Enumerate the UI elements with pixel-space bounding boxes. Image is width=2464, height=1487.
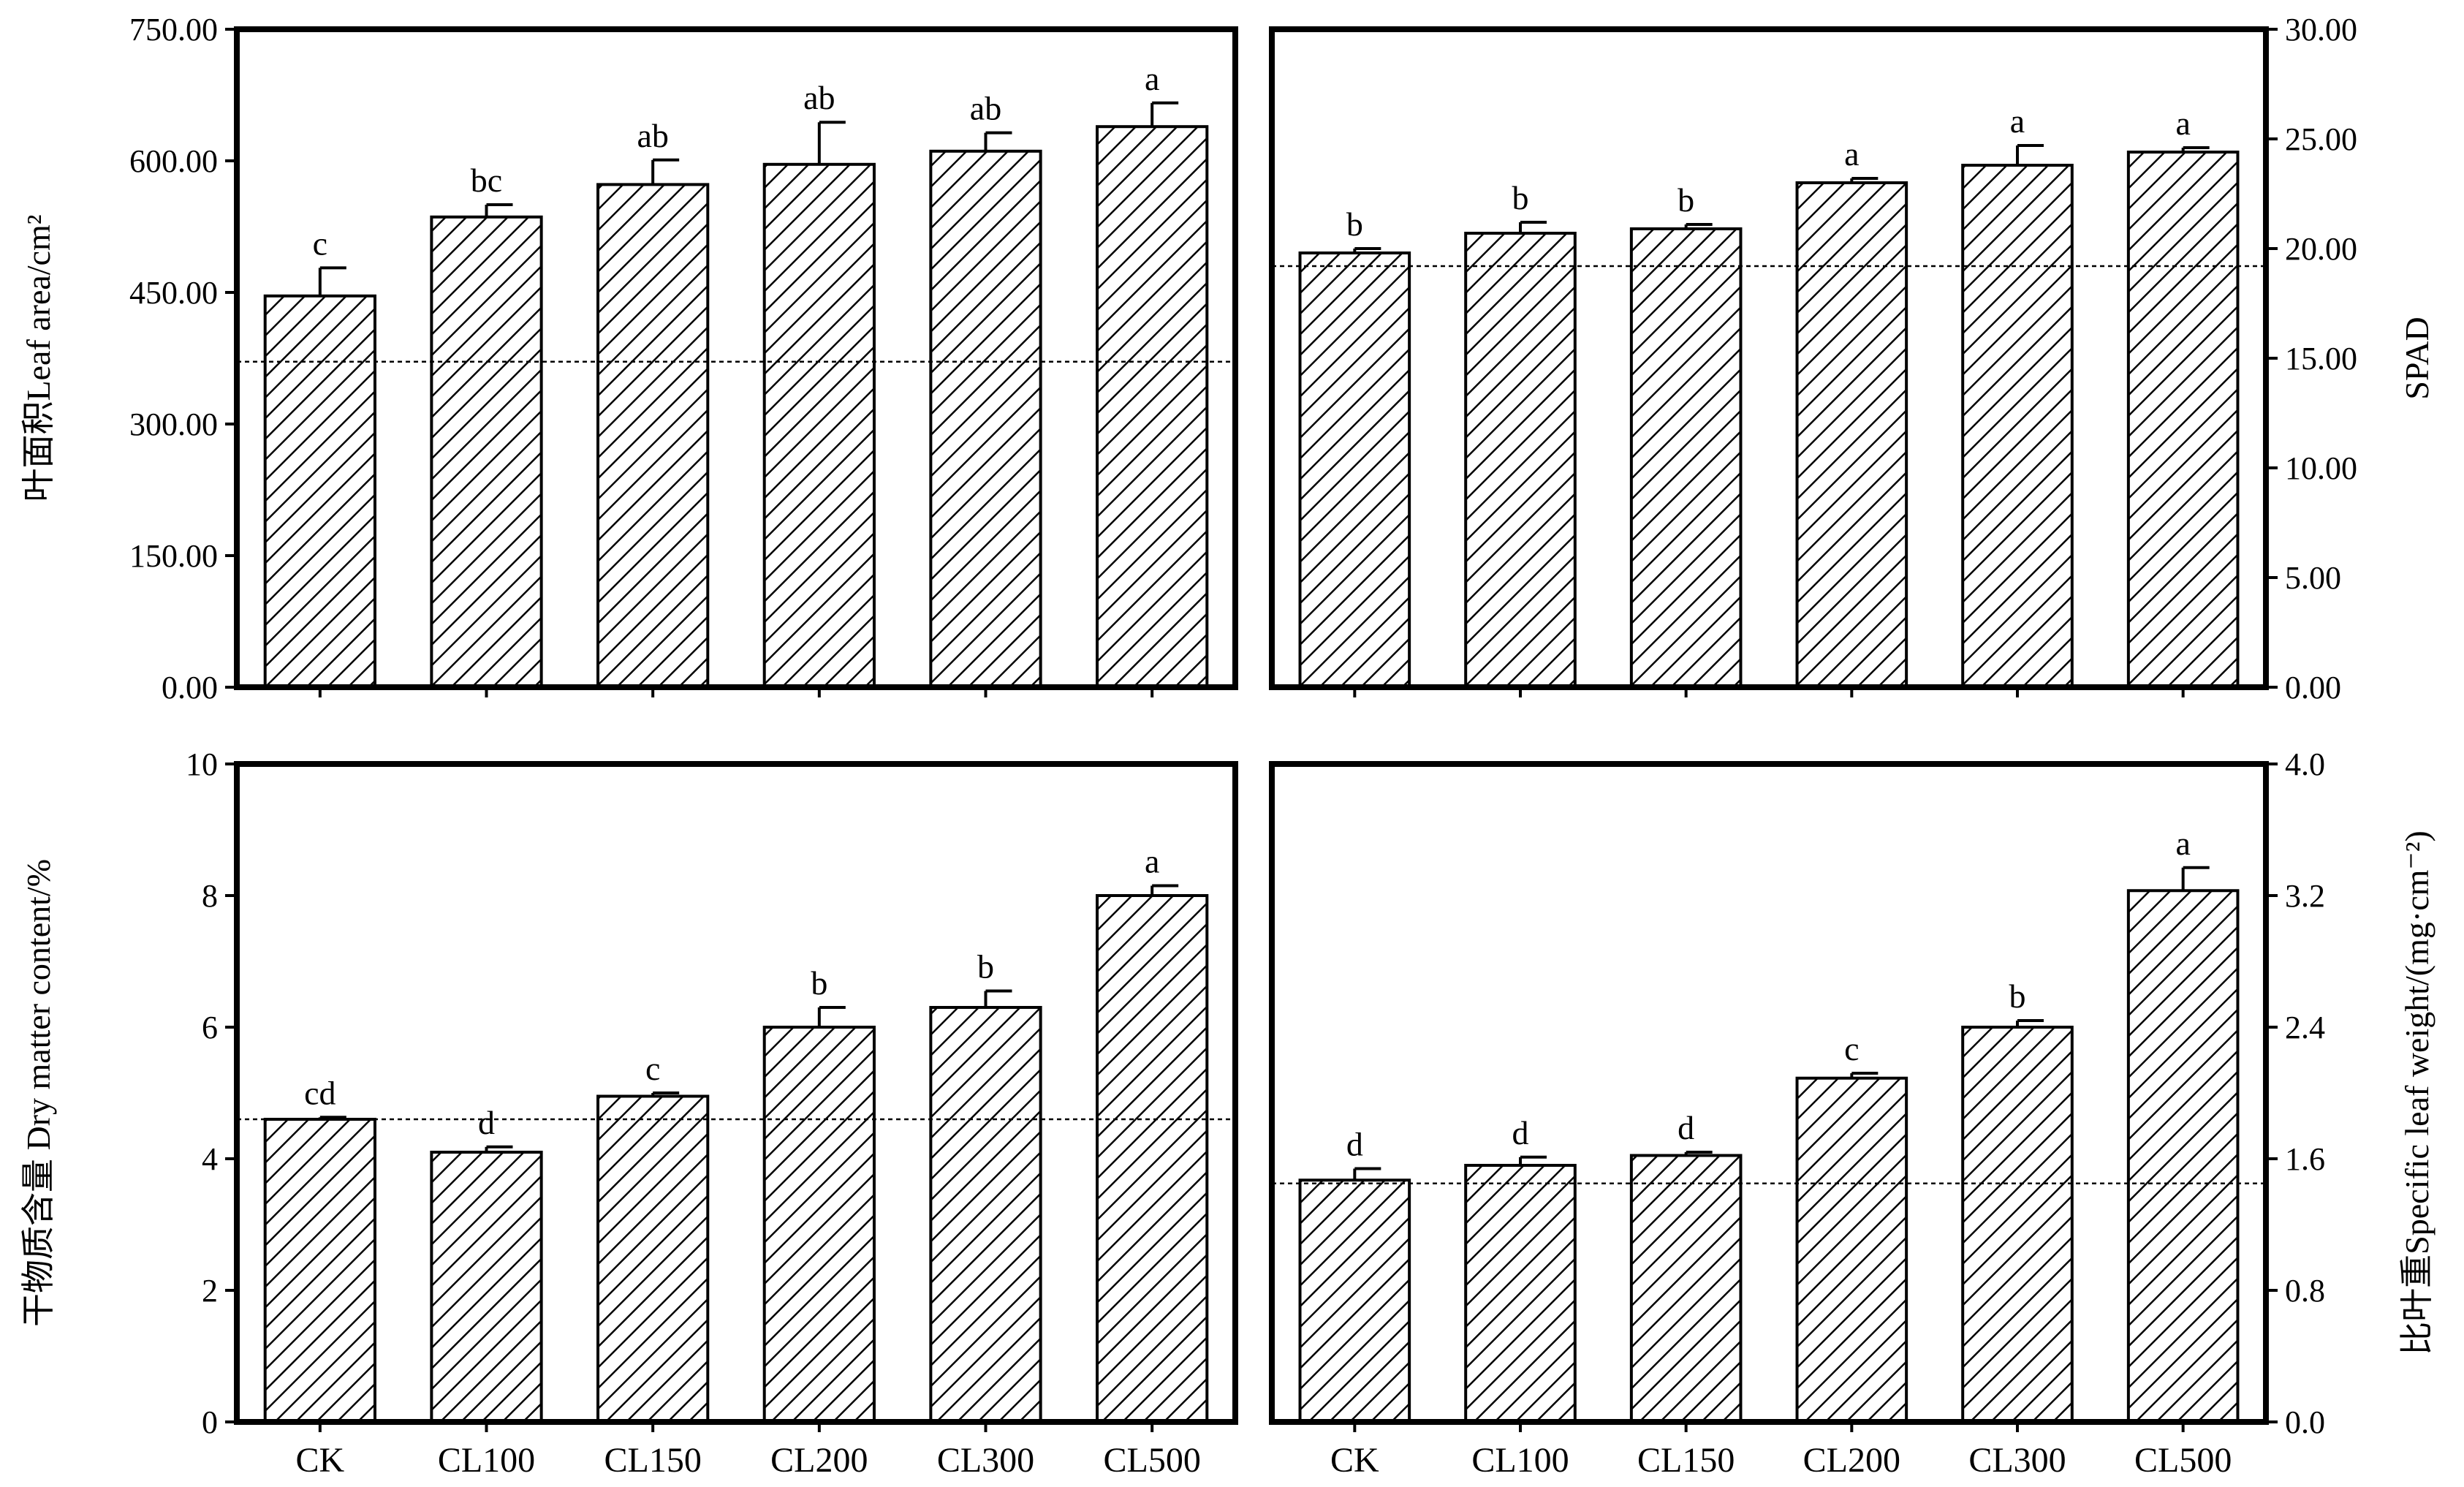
- y-tick-label: 600.00: [129, 143, 218, 179]
- y-tick-label: 5.00: [2285, 560, 2341, 596]
- plot-frame: [234, 26, 1238, 690]
- y-tick-label: 8: [202, 878, 218, 914]
- y-tick-label: 0.0: [2285, 1404, 2325, 1440]
- y-tick-label: 2: [202, 1273, 218, 1309]
- bar-CL200: [1795, 181, 1908, 689]
- significance-label-CL300: b: [977, 948, 994, 985]
- y-axis-title: 叶面积Leaf area/cm²: [20, 214, 57, 502]
- significance-label-CL500: a: [2175, 825, 2190, 862]
- y-axis-title: SPAD: [2398, 317, 2435, 399]
- chart-panel-2: b b b a a a 0.00 5.00 10.00 15.00 20.00 25.00 30.00 S…: [1269, 12, 2435, 705]
- significance-label-CL300: a: [2010, 102, 2025, 140]
- bar-CL100: [430, 215, 543, 689]
- significance-label-CL150: d: [1678, 1109, 1694, 1146]
- significance-label-CL500: a: [1145, 60, 1159, 97]
- bar-CL500: [1096, 894, 1209, 1423]
- chart-panel-3: cd d c b b a 0 2 4 6 8 10 CK CL100 CL150 CL200 CL300 CL50…: [20, 746, 1238, 1480]
- y-tick-label: 20.00: [2285, 231, 2357, 267]
- y-tick-label: 1.6: [2285, 1141, 2325, 1177]
- significance-label-CL150: c: [645, 1050, 660, 1087]
- significance-label-CL150: ab: [637, 117, 668, 154]
- bar-CK: [263, 1118, 376, 1423]
- bar-CL200: [1795, 1076, 1908, 1423]
- y-tick-label: 10.00: [2285, 450, 2357, 486]
- significance-label-CL100: d: [1512, 1114, 1529, 1151]
- bar-CL150: [1629, 227, 1743, 689]
- bar-CK: [1298, 1178, 1411, 1423]
- y-tick-label: 4.0: [2285, 746, 2325, 782]
- y-tick-label: 150.00: [129, 538, 218, 574]
- significance-label-CL200: c: [1844, 1030, 1859, 1067]
- significance-label-CL200: a: [1844, 135, 1859, 173]
- significance-label-CL100: bc: [471, 162, 502, 199]
- bar-CL300: [929, 1006, 1042, 1423]
- y-tick-label: 3.2: [2285, 878, 2325, 914]
- x-tick-label-CL500: CL500: [2134, 1441, 2232, 1480]
- y-tick-label: 10: [186, 746, 218, 782]
- y-tick-label: 2.4: [2285, 1010, 2325, 1045]
- bar-CL100: [430, 1151, 543, 1423]
- bar-CK: [1298, 251, 1411, 689]
- bar-CL150: [1629, 1154, 1743, 1423]
- bar-CL200: [762, 1026, 876, 1423]
- significance-label-CK: cd: [304, 1074, 336, 1111]
- x-tick-label-CL300: CL300: [1968, 1441, 2066, 1480]
- significance-label-CL300: ab: [970, 90, 1001, 127]
- bar-CL100: [1464, 1164, 1577, 1423]
- x-tick-label-CL100: CL100: [438, 1441, 535, 1480]
- y-tick-label: 450.00: [129, 275, 218, 311]
- y-tick-label: 4: [202, 1141, 218, 1177]
- bar-CL300: [929, 149, 1042, 689]
- bar-CL500: [1096, 125, 1209, 689]
- x-tick-label-CL150: CL150: [604, 1441, 701, 1480]
- x-tick-label-CL150: CL150: [1637, 1441, 1735, 1480]
- y-tick-label: 0.00: [162, 670, 218, 705]
- y-axis-title: 比叶重Specific leaf weight/(mg·cm⁻²): [2398, 830, 2435, 1355]
- y-tick-label: 15.00: [2285, 341, 2357, 377]
- y-axis-title: 干物质含量 Dry matter content/%: [20, 859, 57, 1327]
- bar-CL300: [1961, 164, 2074, 689]
- x-tick-label-CL100: CL100: [1471, 1441, 1569, 1480]
- bar-CL500: [2126, 889, 2240, 1423]
- bar-CL200: [762, 162, 876, 689]
- y-tick-label: 0.8: [2285, 1273, 2325, 1309]
- significance-label-CK: d: [1346, 1126, 1363, 1163]
- significance-label-CL100: b: [1512, 179, 1529, 216]
- plot-frame: [1269, 761, 2269, 1425]
- y-tick-label: 300.00: [129, 406, 218, 442]
- x-tick-label-CK: CK: [295, 1441, 344, 1480]
- bar-CL300: [1961, 1026, 2074, 1423]
- bar-CL100: [1464, 232, 1577, 689]
- significance-label-CK: b: [1346, 205, 1363, 243]
- y-tick-label: 0.00: [2285, 670, 2341, 705]
- significance-label-CL200: ab: [803, 79, 835, 116]
- bar-CL500: [2126, 151, 2240, 689]
- bar-CK: [263, 294, 376, 689]
- x-tick-label-CL200: CL200: [770, 1441, 868, 1480]
- x-tick-label-CL200: CL200: [1803, 1441, 1900, 1480]
- significance-label-CL300: b: [2009, 977, 2026, 1015]
- significance-label-CK: c: [313, 224, 327, 262]
- plot-frame: [1269, 26, 2269, 690]
- significance-label-CL150: b: [1678, 181, 1694, 219]
- y-tick-label: 6: [202, 1010, 218, 1045]
- bar-CL150: [596, 1094, 710, 1423]
- significance-label-CL500: a: [1145, 843, 1159, 880]
- significance-label-CL100: d: [478, 1104, 495, 1141]
- x-tick-label-CL300: CL300: [937, 1441, 1034, 1480]
- chart-panel-4: d d d c b a 0.0 0.8 1.6 2.4 3.2 4.0 CK CL100 CL150 CL20…: [1269, 746, 2435, 1480]
- x-tick-label-CL500: CL500: [1103, 1441, 1200, 1480]
- plot-frame: [234, 761, 1238, 1425]
- y-tick-label: 30.00: [2285, 12, 2357, 48]
- y-tick-label: 750.00: [129, 12, 218, 48]
- bar-CL150: [596, 183, 710, 689]
- y-tick-label: 25.00: [2285, 121, 2357, 157]
- y-tick-label: 0: [202, 1404, 218, 1440]
- significance-label-CL200: b: [811, 964, 827, 1002]
- x-tick-label-CK: CK: [1330, 1441, 1379, 1480]
- significance-label-CL500: a: [2175, 105, 2190, 142]
- chart-panel-1: c bc ab ab ab a 0.00 150.00 300.00 450.00 600.00 75…: [20, 12, 1238, 705]
